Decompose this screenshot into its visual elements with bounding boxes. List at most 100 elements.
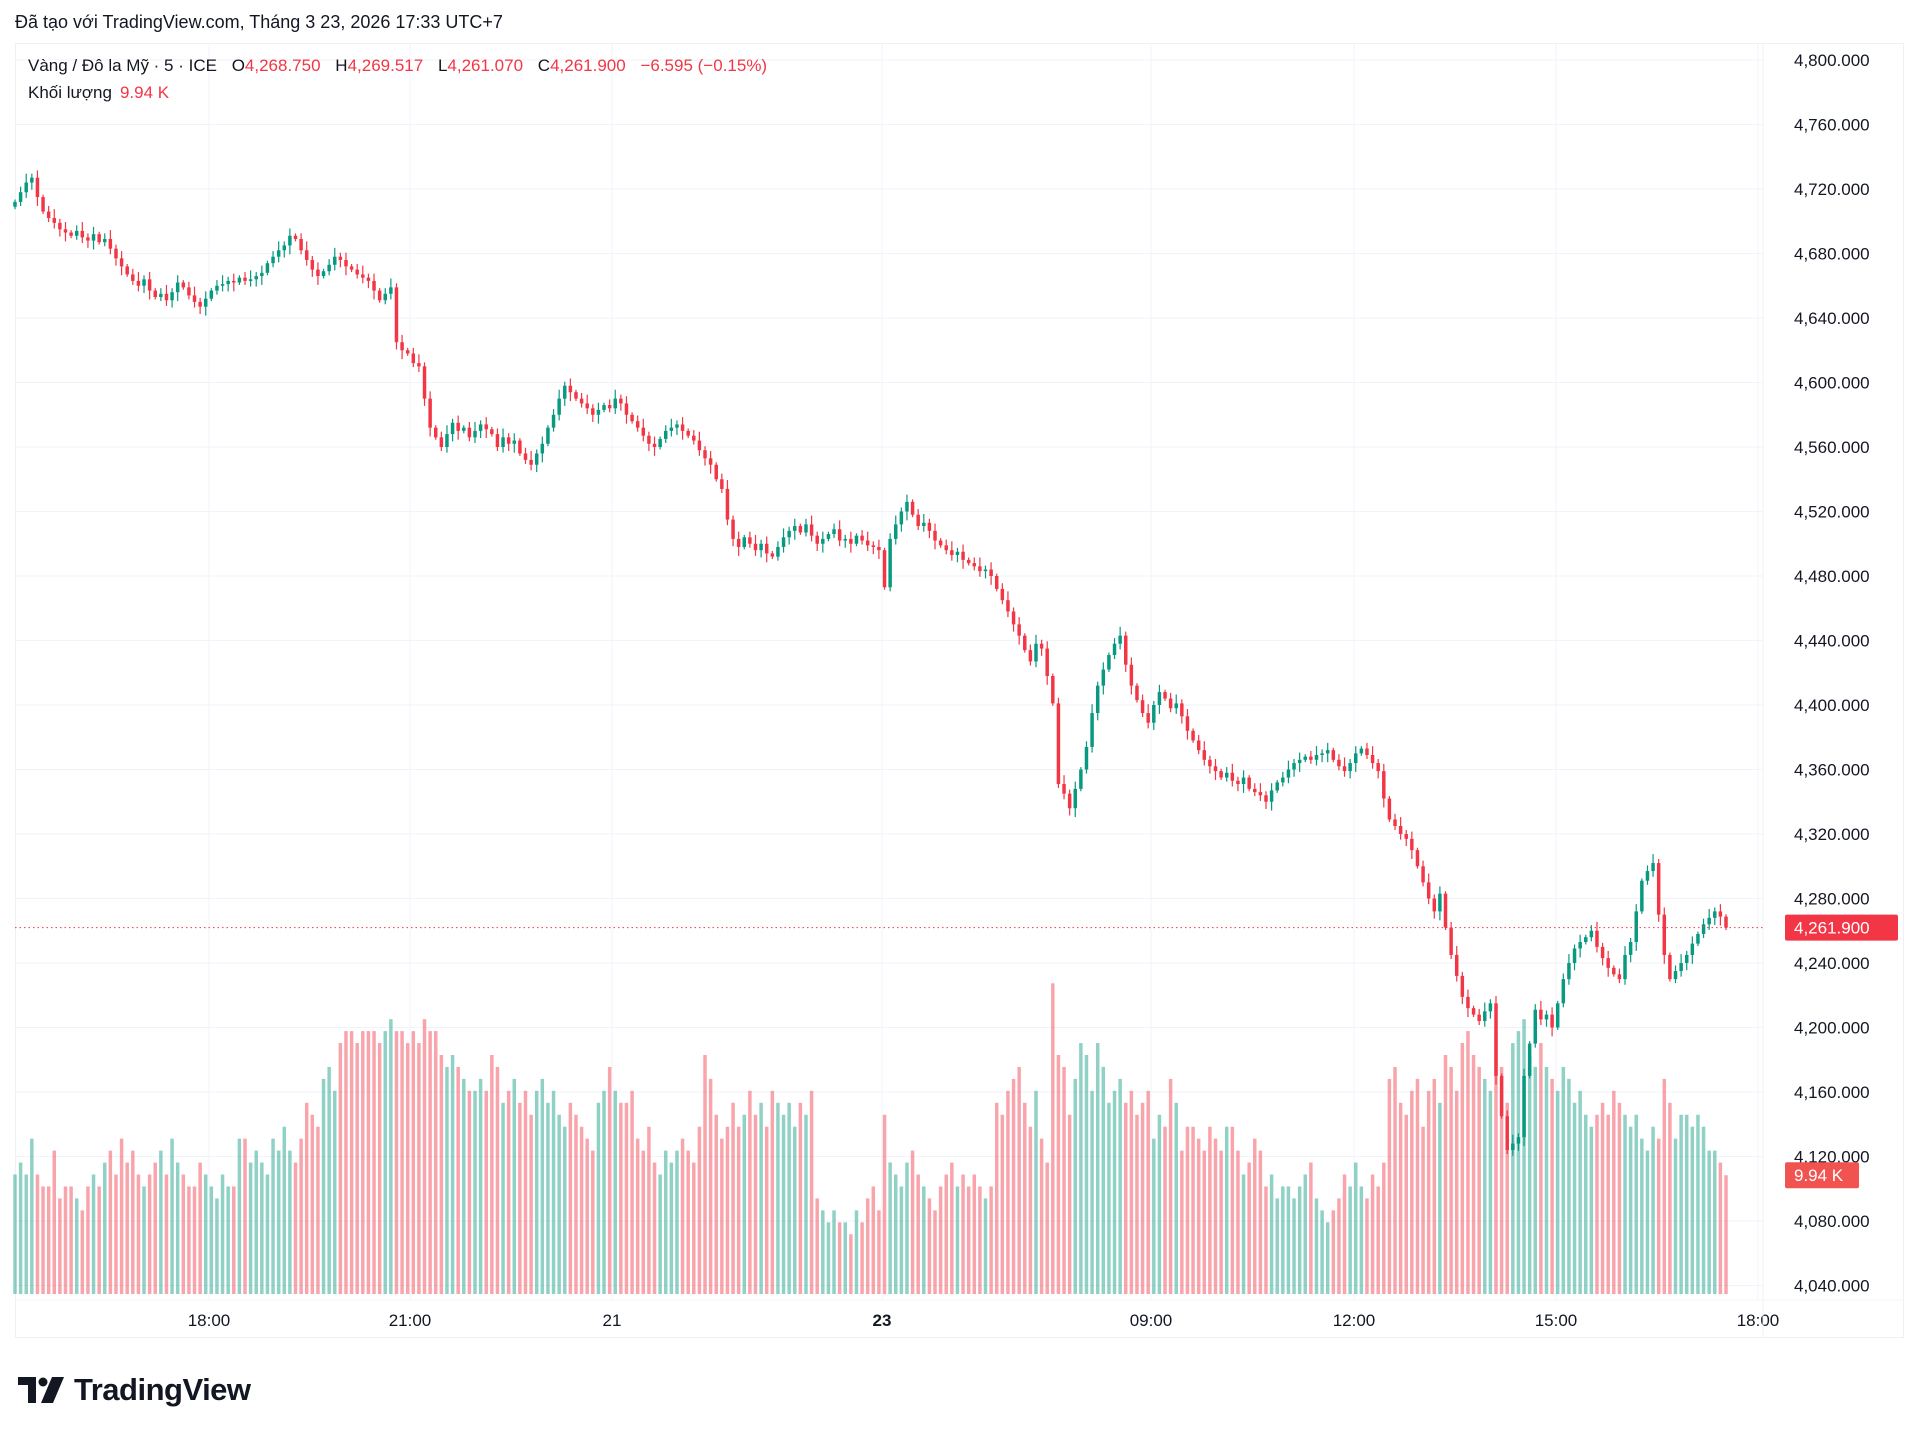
symbol-name[interactable]: Vàng / Đô la Mỹ · 5 · ICE	[28, 56, 217, 75]
volume-bar	[450, 1055, 455, 1294]
volume-bar	[546, 1102, 550, 1294]
candle-body	[1247, 777, 1251, 789]
time-tick-label: 12:00	[1333, 1311, 1376, 1330]
volume-bar	[1079, 1043, 1083, 1294]
candle-body	[254, 276, 258, 280]
volume-bar	[1516, 1031, 1521, 1294]
volume-bar	[1438, 1102, 1442, 1294]
open-label: O	[231, 56, 245, 75]
open-value: 4,268.750	[244, 56, 321, 75]
candle-body	[1281, 777, 1285, 783]
volume-bar	[563, 1126, 567, 1294]
volume-bar	[944, 1174, 948, 1294]
candle-body	[607, 405, 612, 409]
volume-bar	[1612, 1090, 1616, 1294]
volume-bar	[136, 1174, 141, 1294]
candle-body	[1017, 624, 1021, 636]
candle-body	[1056, 703, 1061, 785]
candle-body	[613, 398, 617, 409]
candle-body	[1079, 769, 1083, 789]
volume-bar	[153, 1162, 157, 1294]
candle-body	[484, 424, 488, 430]
candle-body	[843, 538, 847, 541]
candle-body	[243, 277, 247, 281]
candle-body	[1140, 700, 1145, 714]
candle-body	[1264, 795, 1268, 802]
volume-bar	[1656, 1138, 1661, 1294]
volume-bar	[1286, 1186, 1291, 1294]
candle-body	[1253, 788, 1257, 793]
candle-body	[383, 293, 387, 301]
volume-bar	[422, 1019, 427, 1294]
candle-body	[1628, 942, 1633, 955]
volume-bar	[1129, 1090, 1134, 1294]
volume-bar	[647, 1126, 651, 1294]
volume-bar	[462, 1078, 466, 1294]
candle-body	[316, 269, 320, 277]
candle-body	[159, 293, 163, 298]
volume-bar	[377, 1043, 382, 1294]
volume-bar	[927, 1198, 932, 1294]
candle-body	[1348, 763, 1352, 772]
candle-body	[1454, 954, 1459, 976]
ohlc-legend: Vàng / Đô la Mỹ · 5 · ICE O4,268.750 H4,…	[28, 56, 777, 76]
price-tick-label: 4,800.000	[1794, 51, 1870, 70]
volume-legend: Khối lượng 9.94 K	[28, 83, 169, 103]
candle-body	[1095, 685, 1100, 714]
volume-bar	[748, 1090, 752, 1294]
candle-body	[136, 280, 141, 286]
candle-body	[147, 279, 152, 291]
volume-bar	[1426, 1090, 1431, 1294]
volume-bar	[1387, 1078, 1392, 1294]
volume-bar	[966, 1186, 971, 1294]
volume-bar	[764, 1126, 769, 1294]
volume-bar	[467, 1090, 472, 1294]
volume-bar	[142, 1186, 146, 1294]
candle-body	[798, 526, 803, 533]
volume-bar	[692, 1162, 696, 1294]
candle-body	[512, 440, 517, 444]
candle-body	[602, 405, 606, 410]
candle-body	[1174, 703, 1178, 709]
volume-bar	[849, 1234, 853, 1294]
volume-bar	[1011, 1078, 1016, 1294]
volume-bar	[529, 1114, 533, 1294]
candle-body	[832, 529, 836, 535]
candle-body	[170, 292, 174, 301]
volume-bar	[787, 1102, 791, 1294]
volume-bar	[1365, 1198, 1369, 1294]
volume-bar	[658, 1174, 662, 1294]
volume-bar	[837, 1222, 842, 1294]
volume-bar	[316, 1126, 320, 1294]
candle-body	[18, 192, 23, 202]
volume-bar	[1483, 1078, 1487, 1294]
candle-body	[490, 429, 494, 435]
volume-bar	[1000, 1114, 1005, 1294]
candle-body	[1449, 927, 1453, 955]
candle-body	[664, 430, 668, 439]
volume-bar	[1505, 1102, 1509, 1294]
candle-body	[1662, 914, 1667, 955]
volume-bar	[254, 1150, 258, 1294]
volume-bar	[1718, 1162, 1723, 1294]
volume-bar	[97, 1186, 101, 1294]
candle-body	[119, 258, 124, 267]
volume-bar	[1140, 1102, 1145, 1294]
volume-bar	[1034, 1090, 1038, 1294]
volume-bar	[1174, 1102, 1178, 1294]
volume-bar	[1152, 1138, 1156, 1294]
candle-body	[192, 295, 197, 302]
volume-bar	[731, 1102, 735, 1294]
candle-body	[933, 530, 937, 541]
volume-bar	[1668, 1102, 1672, 1294]
candle-body	[1634, 911, 1638, 943]
volume-bar	[372, 1031, 376, 1294]
candle-body	[518, 440, 522, 454]
candle-body	[692, 435, 696, 441]
candle-body	[131, 274, 135, 281]
volume-bar	[1623, 1114, 1627, 1294]
volume-bar	[1185, 1126, 1190, 1294]
volume-bar	[725, 1126, 730, 1294]
candle-body	[950, 550, 954, 556]
